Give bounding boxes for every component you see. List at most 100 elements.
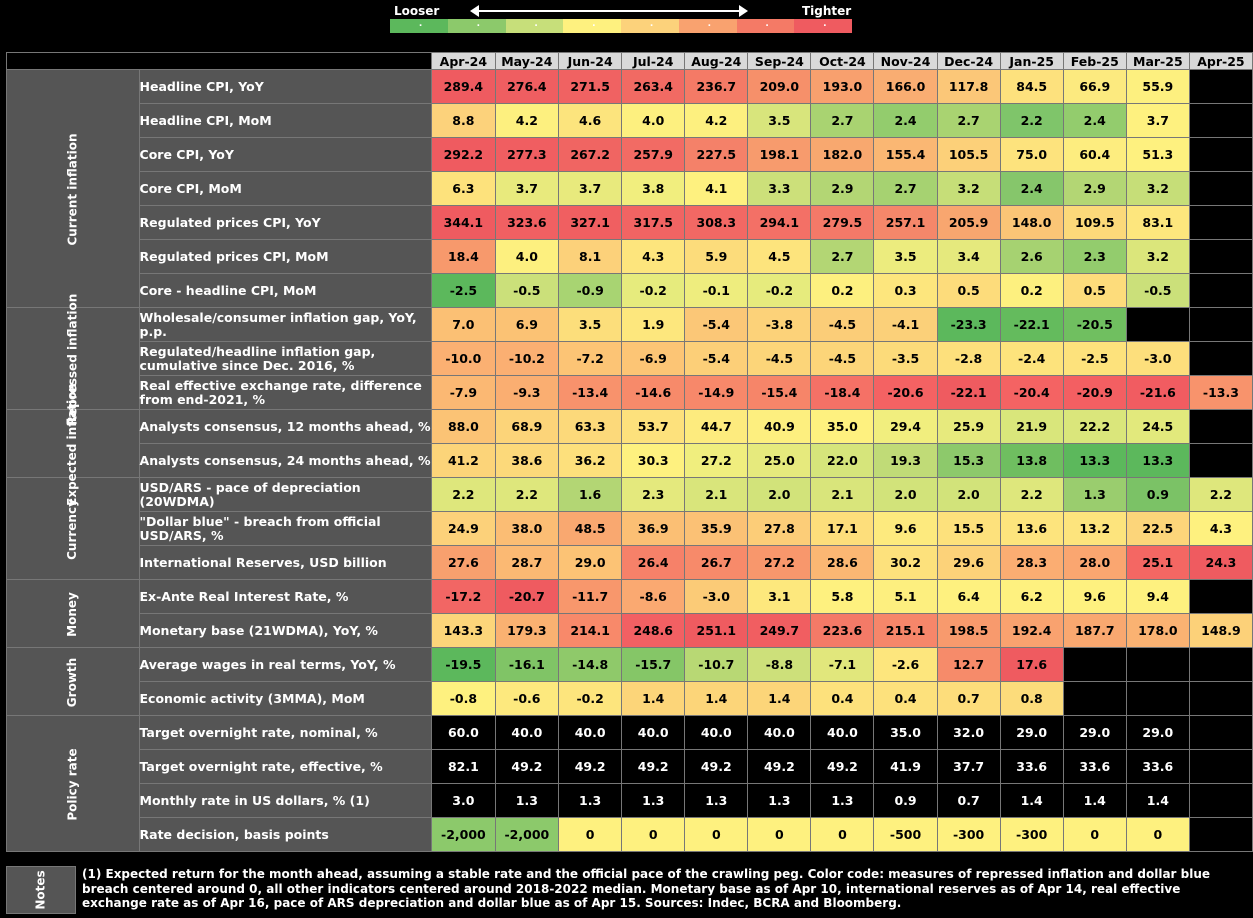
value-cell: 2.9 xyxy=(1062,171,1127,206)
table-row: Regulated prices CPI, YoY 344.1 323.6 327.1… xyxy=(7,205,1253,240)
value-cell: 60.4 xyxy=(1062,137,1127,172)
group-label: Currency xyxy=(65,499,80,560)
value-cell xyxy=(1062,681,1127,716)
value-cell: 182.0 xyxy=(810,137,875,172)
value-cell: -22.1 xyxy=(936,375,1001,410)
value-cell: 29.6 xyxy=(936,545,1001,580)
indicator-table: Apr-24 May-24 Jun-24 Jul-24 Aug-24 Sep-24 Oct-… xyxy=(5,52,1253,852)
value-cell: 17.1 xyxy=(810,511,875,546)
value-cell: 3.8 xyxy=(621,171,686,206)
value-cell xyxy=(1188,307,1253,342)
value-cell: 279.5 xyxy=(810,205,875,240)
value-cell: 13.2 xyxy=(1062,511,1127,546)
value-cell: 1.3 xyxy=(810,783,875,818)
month-header: Aug-24 xyxy=(684,52,749,70)
value-cell xyxy=(1188,817,1253,852)
value-cell: -10.0 xyxy=(431,341,496,376)
value-cell: 25.1 xyxy=(1125,545,1190,580)
value-cell: 27.2 xyxy=(684,443,749,478)
row-label: Real effective exchange rate, difference… xyxy=(138,375,433,410)
row-label: Headline CPI, YoY xyxy=(138,69,433,104)
value-cell: -0.2 xyxy=(558,681,623,716)
value-cell: -17.2 xyxy=(431,579,496,614)
month-header: Oct-24 xyxy=(810,52,875,70)
value-cell: 24.5 xyxy=(1125,409,1190,444)
notes-text: (1) Expected return for the month ahead,… xyxy=(82,867,1211,910)
value-cell: 28.3 xyxy=(999,545,1064,580)
value-cell: -10.7 xyxy=(684,647,749,682)
value-cell: 0.5 xyxy=(936,273,1001,308)
value-cell xyxy=(1188,137,1253,172)
value-cell: 2.0 xyxy=(747,477,812,512)
table-row: Currency USD/ARS - pace of depreciation (… xyxy=(6,477,1253,580)
value-cell: -2.5 xyxy=(1062,341,1127,376)
value-cell: 271.5 xyxy=(558,69,623,104)
month-header: Jul-24 xyxy=(621,52,686,70)
value-cell: 60.0 xyxy=(431,715,496,750)
value-cell: -9.3 xyxy=(494,375,560,410)
row-label: Rate decision, basis points xyxy=(138,817,433,852)
value-cell: 2.4 xyxy=(999,171,1064,206)
value-cell: 2.1 xyxy=(684,477,749,512)
value-cell: 88.0 xyxy=(431,409,496,444)
value-cell: 40.0 xyxy=(810,715,875,750)
value-cell: 2.3 xyxy=(621,477,686,512)
value-cell: 0.4 xyxy=(810,681,875,716)
value-cell: 51.3 xyxy=(1125,137,1190,172)
value-cell: 187.7 xyxy=(1062,613,1127,648)
value-cell: 3.5 xyxy=(747,103,812,138)
month-header: Nov-24 xyxy=(873,52,938,70)
value-cell: -4.5 xyxy=(810,341,875,376)
row-label: Regulated/headline inflation gap, cumula… xyxy=(138,341,433,376)
value-cell: -300 xyxy=(936,817,1001,852)
legend-tighter-label: Tighter xyxy=(802,4,852,18)
value-cell: 0 xyxy=(1062,817,1127,852)
value-cell: 179.3 xyxy=(494,613,560,648)
value-cell: 1.3 xyxy=(747,783,812,818)
value-cell: -5.4 xyxy=(684,307,749,342)
row-label: USD/ARS - pace of depreciation (20WDMA) xyxy=(138,477,433,512)
month-header: Apr-24 xyxy=(431,52,496,70)
month-header: Apr-25 xyxy=(1188,52,1253,70)
value-cell: -2.6 xyxy=(873,647,938,682)
value-cell: 17.6 xyxy=(999,647,1064,682)
value-cell: 13.6 xyxy=(999,511,1064,546)
value-cell: 0.9 xyxy=(873,783,938,818)
value-cell: -0.1 xyxy=(684,273,749,308)
value-cell: 2.2 xyxy=(431,477,496,512)
value-cell xyxy=(1188,273,1253,308)
value-cell: 143.3 xyxy=(431,613,496,648)
value-cell: 13.3 xyxy=(1125,443,1190,478)
group-label: Money xyxy=(65,592,80,637)
value-cell: 1.3 xyxy=(558,783,623,818)
value-cell: 117.8 xyxy=(936,69,1001,104)
value-cell: -8.6 xyxy=(621,579,686,614)
value-cell: 1.3 xyxy=(684,783,749,818)
value-cell: 5.1 xyxy=(873,579,938,614)
table-row: Rate decision, basis points -2,000 -2,000 0… xyxy=(7,817,1253,852)
value-cell: -4.5 xyxy=(810,307,875,342)
value-cell: -0.2 xyxy=(747,273,812,308)
table-row: Monetary base (21WDMA), YoY, % 143.3 179.3… xyxy=(7,613,1253,648)
value-cell: 289.4 xyxy=(431,69,496,104)
value-cell: 2.2 xyxy=(494,477,560,512)
value-cell: 4.3 xyxy=(621,239,686,274)
table-row: Current inflation Headline CPI, YoY 289.4 2… xyxy=(6,69,1253,308)
value-cell: 0.7 xyxy=(936,681,1001,716)
value-cell: 30.2 xyxy=(873,545,938,580)
value-cell: 18.4 xyxy=(431,239,496,274)
row-label: Analysts consensus, 12 months ahead, % xyxy=(138,409,433,444)
value-cell: 0 xyxy=(621,817,686,852)
value-cell: 84.5 xyxy=(999,69,1064,104)
row-label: Regulated prices CPI, MoM xyxy=(138,239,433,274)
value-cell: 36.9 xyxy=(621,511,686,546)
value-cell: 2.7 xyxy=(936,103,1001,138)
value-cell: 40.0 xyxy=(747,715,812,750)
value-cell: 249.7 xyxy=(747,613,812,648)
value-cell xyxy=(1188,171,1253,206)
value-cell: -0.5 xyxy=(1125,273,1190,308)
value-cell: 40.0 xyxy=(558,715,623,750)
value-cell: 2.3 xyxy=(1062,239,1127,274)
value-cell: 1.4 xyxy=(1125,783,1190,818)
value-cell: 0.8 xyxy=(999,681,1064,716)
